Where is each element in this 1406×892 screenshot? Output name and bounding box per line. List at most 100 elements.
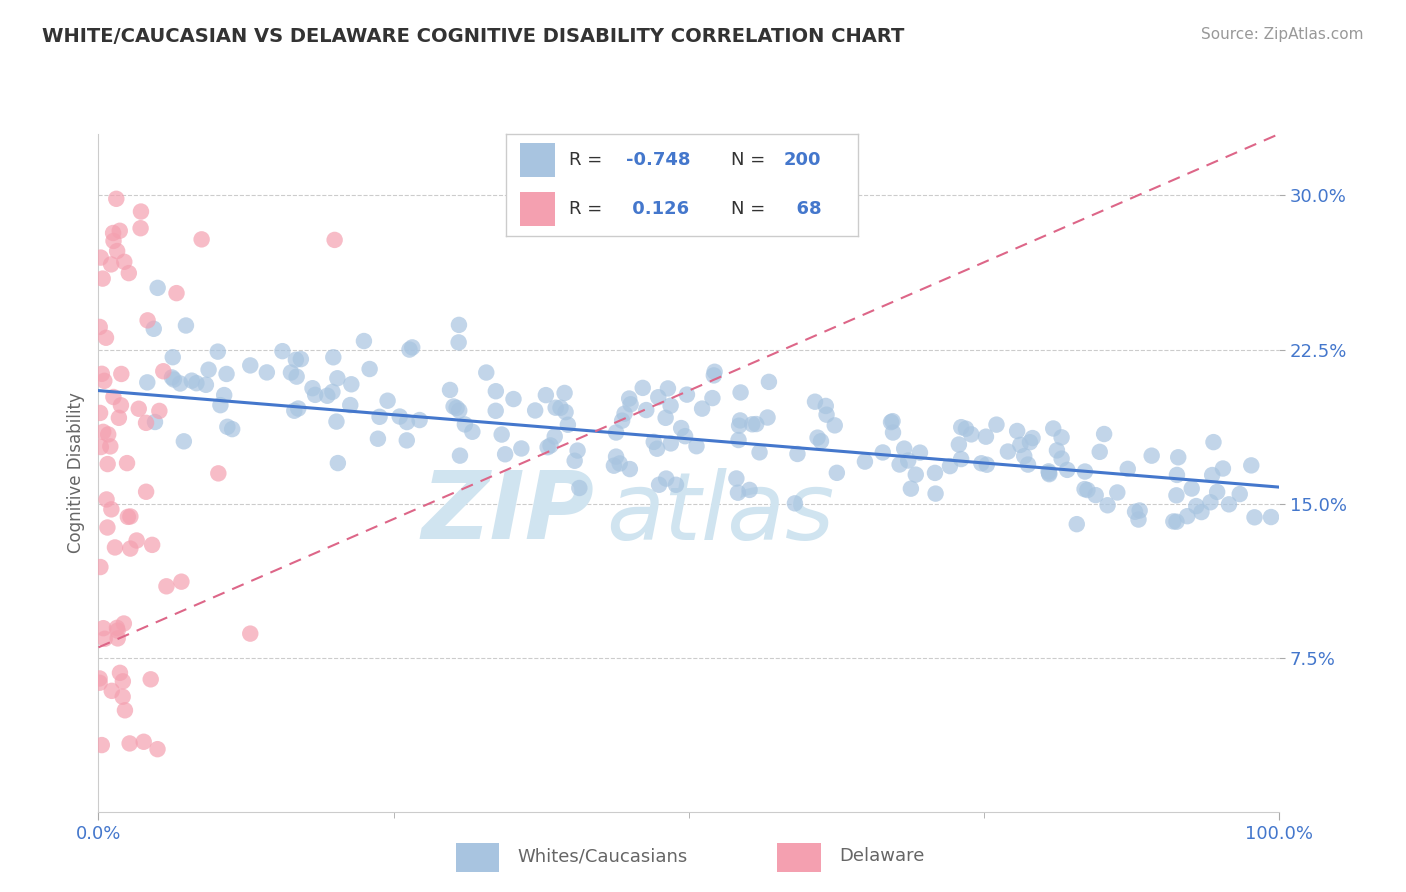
Point [806, 431, 828, 445]
Point [540, 438, 562, 452]
Point [108, 410, 131, 425]
Point [103, 390, 125, 404]
Point [101, 226, 124, 240]
Point [1088, 445, 1111, 459]
Point [447, 318, 470, 332]
Point [643, 434, 665, 449]
Point [100, 257, 122, 271]
Point [388, 409, 411, 424]
Point [115, 456, 138, 470]
Point [322, 351, 344, 365]
Text: R =: R = [569, 200, 609, 218]
Point [853, 454, 876, 468]
Point [90, 440, 112, 454]
FancyBboxPatch shape [456, 843, 499, 872]
Point [100, 502, 122, 516]
Point [613, 407, 636, 421]
Text: 68: 68 [785, 200, 821, 218]
Point [111, 690, 134, 704]
Point [141, 538, 163, 552]
Point [326, 371, 349, 385]
Point [408, 413, 430, 427]
Point [98, 439, 121, 453]
Point [91, 425, 114, 439]
Point [659, 436, 682, 450]
FancyBboxPatch shape [520, 193, 555, 226]
Point [271, 344, 294, 359]
Text: R =: R = [569, 152, 609, 169]
Point [1185, 499, 1208, 513]
Point [170, 574, 193, 589]
Point [443, 400, 465, 414]
Point [90, 738, 112, 752]
Point [544, 401, 567, 415]
Point [359, 362, 381, 376]
Point [1107, 485, 1129, 500]
Point [609, 457, 631, 471]
Point [173, 434, 195, 449]
Point [398, 343, 420, 357]
Point [256, 366, 278, 380]
Point [446, 401, 468, 415]
Point [665, 477, 688, 491]
Point [702, 391, 724, 405]
Point [221, 422, 243, 436]
Point [1066, 517, 1088, 532]
Point [893, 442, 915, 456]
Point [631, 381, 654, 395]
Point [924, 466, 946, 480]
Point [110, 367, 132, 381]
Point [882, 414, 904, 428]
Point [454, 417, 477, 432]
Point [1123, 505, 1146, 519]
Point [1010, 438, 1032, 452]
Point [815, 408, 838, 422]
Point [321, 384, 343, 399]
Point [1260, 510, 1282, 524]
Point [955, 422, 977, 436]
Point [950, 452, 973, 467]
Point [1017, 458, 1039, 472]
Point [353, 334, 375, 348]
Point [91, 621, 114, 635]
Point [96, 520, 118, 534]
Point [117, 509, 139, 524]
Point [1046, 443, 1069, 458]
Point [129, 221, 152, 235]
Point [1202, 435, 1225, 450]
Point [1206, 485, 1229, 500]
Point [186, 376, 208, 391]
Point [904, 467, 927, 482]
Point [1166, 467, 1188, 482]
Point [510, 442, 533, 456]
Point [728, 413, 751, 427]
Point [1074, 465, 1097, 479]
Point [741, 417, 763, 432]
Point [97, 427, 120, 442]
Text: -0.748: -0.748 [626, 152, 690, 169]
Point [104, 541, 127, 555]
Point [648, 477, 671, 491]
Point [727, 485, 749, 500]
Point [976, 458, 998, 472]
Point [125, 533, 148, 548]
Point [89, 560, 111, 574]
Point [89, 675, 111, 690]
Point [939, 459, 962, 474]
Point [160, 370, 183, 384]
Point [340, 377, 363, 392]
Point [283, 403, 305, 417]
Point [112, 616, 135, 631]
Point [190, 232, 212, 246]
Point [120, 541, 142, 556]
Point [970, 456, 993, 470]
Point [636, 403, 658, 417]
Point [146, 742, 169, 756]
Point [758, 375, 780, 389]
Point [96, 492, 118, 507]
Point [554, 386, 576, 401]
Point [439, 383, 461, 397]
Point [129, 204, 152, 219]
Text: 0.126: 0.126 [626, 200, 689, 218]
Point [1050, 451, 1073, 466]
